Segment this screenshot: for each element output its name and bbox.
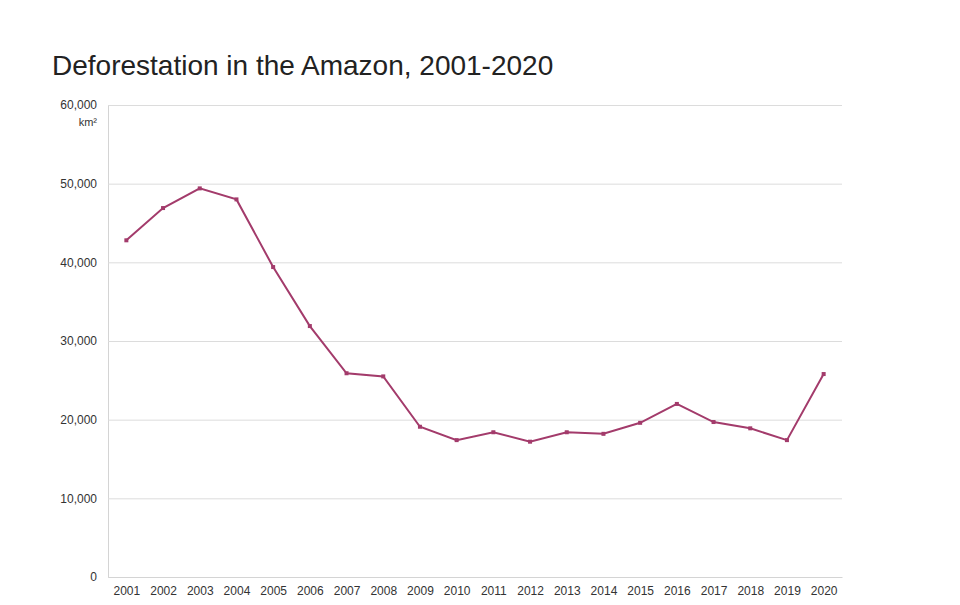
marker bbox=[455, 438, 459, 442]
x-tick-label: 2001 bbox=[113, 584, 140, 598]
x-tick-label: 2011 bbox=[481, 584, 507, 598]
chart: Deforestation in the Amazon, 2001-2020 0 1… bbox=[0, 0, 960, 605]
grid-line bbox=[108, 420, 842, 421]
y-tick: 60,000 bbox=[60, 98, 842, 112]
marker bbox=[675, 402, 679, 406]
x-tick: 2004 bbox=[224, 577, 251, 598]
marker bbox=[601, 432, 605, 436]
x-tick-label: 2009 bbox=[407, 584, 434, 598]
x-tick: 2012 bbox=[517, 577, 544, 598]
y-tick-label: 40,000 bbox=[60, 256, 97, 270]
x-tick-label: 2006 bbox=[297, 584, 324, 598]
marker bbox=[565, 430, 569, 434]
y-tick: 50,000 bbox=[60, 177, 842, 191]
x-tick: 2018 bbox=[737, 577, 764, 598]
y-tick-label: 20,000 bbox=[60, 413, 97, 427]
x-tick: 2010 bbox=[444, 577, 471, 598]
grid-line bbox=[108, 341, 842, 342]
marker bbox=[418, 425, 422, 429]
marker bbox=[234, 197, 238, 201]
x-tick: 2007 bbox=[334, 577, 361, 598]
y-tick-label: 60,000 bbox=[60, 98, 97, 112]
x-tick-label: 2012 bbox=[517, 584, 544, 598]
x-tick-label: 2010 bbox=[444, 584, 471, 598]
x-tick-label: 2019 bbox=[774, 584, 801, 598]
x-tick-label: 2016 bbox=[664, 584, 691, 598]
line bbox=[126, 188, 823, 441]
y-axis-label: km² bbox=[79, 116, 98, 128]
x-tick: 2013 bbox=[554, 577, 581, 598]
x-tick-label: 2013 bbox=[554, 584, 581, 598]
x-tick-label: 2017 bbox=[701, 584, 728, 598]
x-axis: 2001 2002 2003 2004 2005 2006 2007 2008 2009 2010… bbox=[109, 577, 843, 598]
y-tick: 30,000 bbox=[60, 334, 842, 348]
marker bbox=[712, 420, 716, 424]
x-tick: 2016 bbox=[664, 577, 691, 598]
y-axis: 0 10,000 20,000 30,000 40,000 50,000 60,000 bbox=[60, 98, 842, 584]
marker bbox=[638, 421, 642, 425]
y-tick-label: 0 bbox=[90, 570, 97, 584]
marker bbox=[345, 371, 349, 375]
grid-line bbox=[108, 262, 842, 263]
marker bbox=[198, 186, 202, 190]
marker bbox=[124, 238, 128, 242]
x-tick-label: 2004 bbox=[224, 584, 251, 598]
y-tick-label: 10,000 bbox=[60, 492, 97, 506]
x-tick: 2011 bbox=[481, 577, 507, 598]
title: Deforestation in the Amazon, 2001-2020 bbox=[52, 50, 553, 81]
marker bbox=[491, 430, 495, 434]
grid-line bbox=[108, 105, 842, 106]
x-tick-label: 2007 bbox=[334, 584, 361, 598]
plot-area bbox=[124, 186, 825, 443]
x-tick-label: 2020 bbox=[811, 584, 838, 598]
x-tick-label: 2003 bbox=[187, 584, 214, 598]
y-tick-label: 50,000 bbox=[60, 177, 97, 191]
marker bbox=[271, 265, 275, 269]
y-tick: 40,000 bbox=[60, 256, 842, 270]
marker bbox=[748, 426, 752, 430]
marker bbox=[785, 438, 789, 442]
x-tick-label: 2008 bbox=[370, 584, 397, 598]
x-tick: 2015 bbox=[627, 577, 654, 598]
x-tick: 2003 bbox=[187, 577, 214, 598]
x-tick: 2020 bbox=[811, 577, 838, 598]
marker bbox=[161, 206, 165, 210]
grid-line bbox=[108, 184, 842, 185]
x-axis-line bbox=[109, 577, 843, 578]
x-tick: 2014 bbox=[591, 577, 618, 598]
x-tick: 2006 bbox=[297, 577, 324, 598]
marker bbox=[822, 372, 826, 376]
y-tick: 10,000 bbox=[60, 492, 842, 506]
x-tick: 2005 bbox=[260, 577, 287, 598]
grid-line bbox=[108, 498, 842, 499]
x-tick-label: 2018 bbox=[737, 584, 764, 598]
x-tick: 2019 bbox=[774, 577, 801, 598]
y-tick-label: 30,000 bbox=[60, 334, 97, 348]
y-tick: 0 bbox=[90, 570, 842, 584]
x-tick: 2002 bbox=[150, 577, 177, 598]
x-tick: 2017 bbox=[701, 577, 728, 598]
x-tick-label: 2014 bbox=[591, 584, 618, 598]
x-tick: 2001 bbox=[113, 577, 140, 598]
x-tick: 2009 bbox=[407, 577, 434, 598]
grid-line bbox=[108, 577, 842, 578]
x-tick: 2008 bbox=[370, 577, 397, 598]
marker bbox=[308, 324, 312, 328]
x-tick-label: 2005 bbox=[260, 584, 287, 598]
x-tick-label: 2015 bbox=[627, 584, 654, 598]
x-tick-label: 2002 bbox=[150, 584, 177, 598]
marker bbox=[528, 440, 532, 444]
marker bbox=[381, 374, 385, 378]
